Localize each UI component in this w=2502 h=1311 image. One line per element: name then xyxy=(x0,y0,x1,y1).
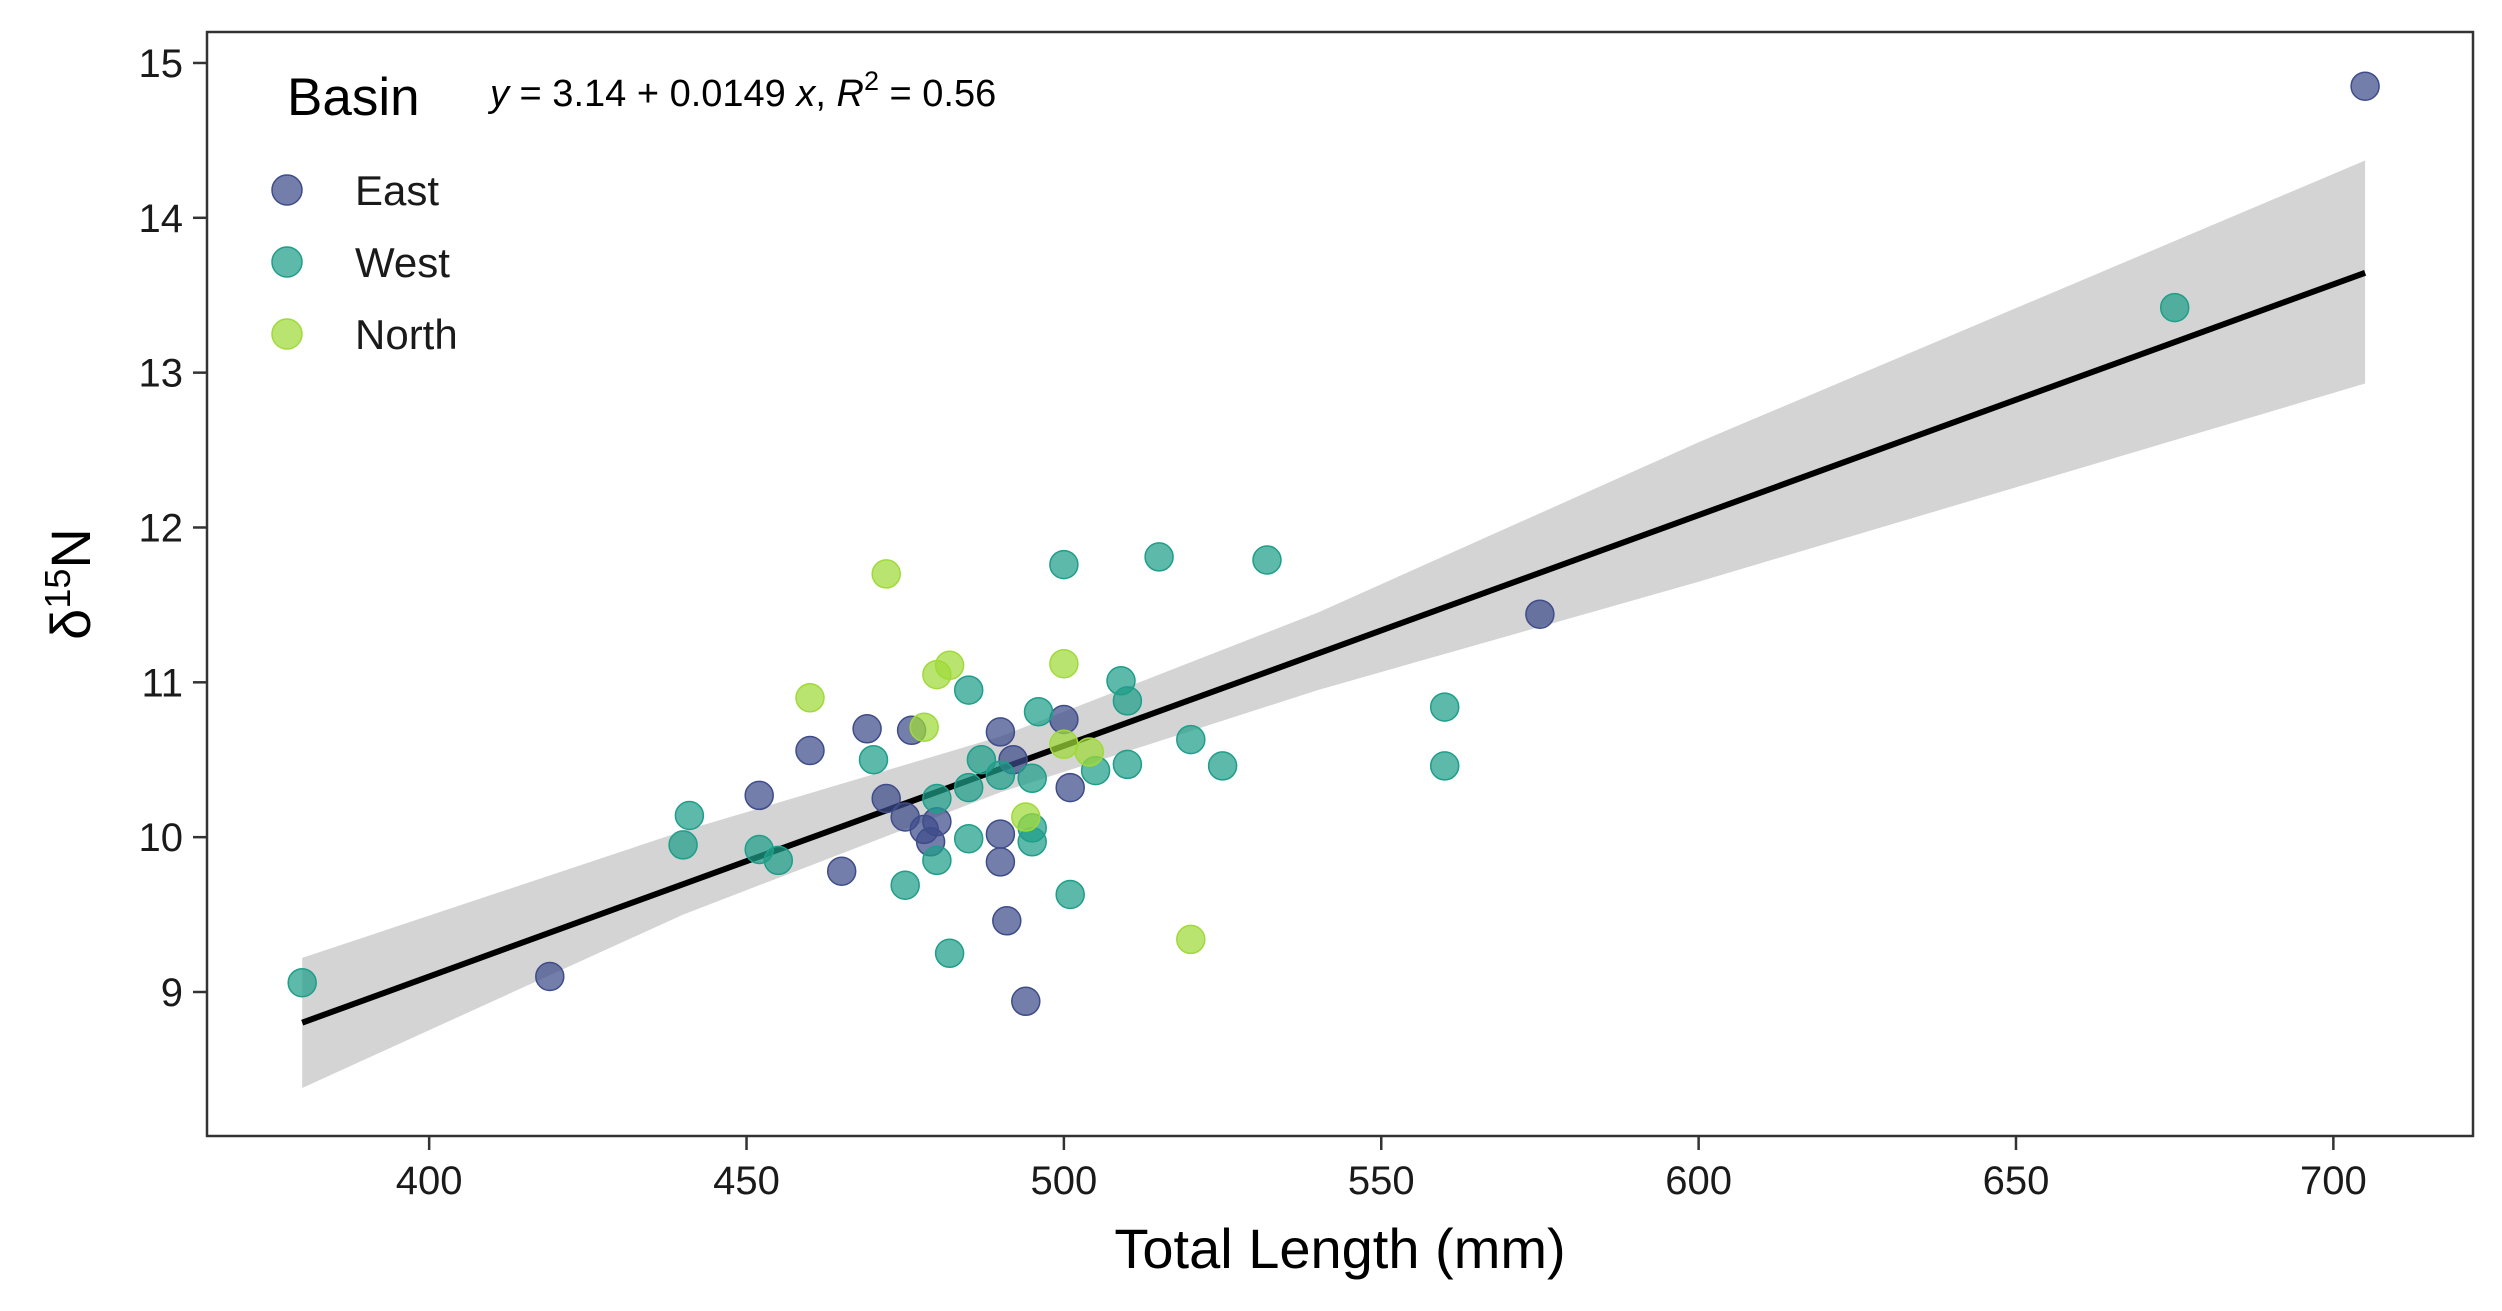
annotation-r-var: R xyxy=(836,73,863,115)
annotation-x-var: x xyxy=(794,73,817,115)
legend: East West North xyxy=(271,167,458,358)
data-point-west xyxy=(858,744,889,775)
data-point-east xyxy=(2350,71,2380,101)
legend-key-west xyxy=(271,246,303,278)
data-point-west xyxy=(2159,292,2190,323)
data-point-west xyxy=(890,870,920,900)
data-point-north xyxy=(795,683,825,713)
y-tick-label: 13 xyxy=(139,352,184,396)
data-point-west xyxy=(922,783,952,814)
data-point-west xyxy=(1252,545,1282,575)
y-tick-label: 14 xyxy=(139,197,184,241)
data-point-west xyxy=(953,675,984,705)
data-points-layer xyxy=(287,71,2380,1017)
data-point-west xyxy=(1112,686,1143,716)
data-point-west xyxy=(1017,763,1047,794)
annotation-y-var: y xyxy=(487,73,511,115)
confidence-band xyxy=(302,160,2366,1088)
data-point-west xyxy=(763,845,794,876)
legend-title: Basin xyxy=(287,68,420,127)
y-axis-title: δ15N xyxy=(37,528,102,640)
data-point-west xyxy=(668,830,698,860)
data-point-west xyxy=(934,938,965,969)
data-point-west xyxy=(985,760,1016,790)
data-point-west xyxy=(1207,751,1238,781)
x-tick-label: 550 xyxy=(1348,1159,1415,1203)
data-point-east xyxy=(985,819,1016,849)
x-tick-label: 700 xyxy=(2300,1159,2367,1203)
x-tick-label: 450 xyxy=(713,1159,780,1203)
data-point-west xyxy=(1023,696,1054,727)
data-point-east xyxy=(985,847,1016,877)
data-point-north xyxy=(1049,648,1079,679)
data-point-north xyxy=(934,650,965,681)
data-point-east xyxy=(1011,986,1041,1017)
confidence-band-layer xyxy=(302,160,2366,1088)
x-axis: 400 450 500 550 600 650 700 xyxy=(396,1136,2367,1203)
annotation-separator: , xyxy=(815,73,836,115)
annotation-equation: = 3.14 + 0.0149 xyxy=(509,73,796,115)
legend-label-east: East xyxy=(355,167,439,214)
data-point-west xyxy=(1017,827,1047,857)
data-point-east xyxy=(1055,772,1085,803)
annotation-r-superscript: 2 xyxy=(864,66,879,96)
y-axis-title-prefix: δ xyxy=(39,609,102,640)
data-point-north xyxy=(1011,802,1041,832)
data-point-east xyxy=(1525,599,1555,629)
data-point-east xyxy=(871,783,901,814)
x-axis-title: Total Length (mm) xyxy=(1114,1217,1565,1280)
data-point-east xyxy=(826,856,857,886)
data-point-north xyxy=(909,712,939,742)
x-tick-label: 500 xyxy=(1031,1159,1098,1203)
y-axis: 9 10 11 12 13 14 15 xyxy=(139,42,207,1015)
data-point-west xyxy=(953,772,984,803)
y-tick-label: 15 xyxy=(139,42,184,86)
data-point-north xyxy=(871,559,901,589)
x-tick-label: 650 xyxy=(1983,1159,2050,1203)
data-point-west xyxy=(1429,751,1460,781)
data-point-west xyxy=(1176,724,1206,755)
legend-label-north: North xyxy=(355,311,458,358)
data-point-north xyxy=(1074,737,1105,767)
data-point-west xyxy=(1112,749,1143,780)
data-point-west xyxy=(1055,879,1085,910)
data-point-west xyxy=(674,800,705,831)
y-tick-label: 11 xyxy=(141,661,183,705)
y-tick-label: 12 xyxy=(139,506,184,550)
data-point-west xyxy=(1144,542,1174,572)
y-tick-label: 9 xyxy=(161,971,183,1015)
data-point-north xyxy=(1049,729,1079,760)
plot-panel-border xyxy=(205,30,2475,1138)
regression-line-layer xyxy=(301,270,2367,1026)
annotation-r-value: = 0.56 xyxy=(879,73,996,115)
legend-label-west: West xyxy=(355,239,450,286)
legend-key-east xyxy=(271,174,303,206)
regression-annotation: y = 3.14 + 0.0149 x, R2 = 0.56 xyxy=(487,66,996,115)
data-point-north xyxy=(1176,924,1206,955)
data-point-east xyxy=(1049,704,1079,735)
data-point-west xyxy=(1049,549,1079,580)
data-point-east xyxy=(992,906,1022,936)
data-point-west xyxy=(1429,692,1460,722)
y-axis-title-suffix: N xyxy=(39,528,102,568)
regression-line xyxy=(301,270,2367,1026)
data-point-east xyxy=(535,961,565,992)
y-axis-title-superscript: 15 xyxy=(37,569,78,609)
data-point-west xyxy=(922,845,952,876)
x-tick-label: 400 xyxy=(396,1159,463,1203)
data-point-west xyxy=(953,823,984,854)
data-point-east xyxy=(985,717,1016,747)
data-point-west xyxy=(287,967,317,998)
data-point-east xyxy=(852,714,882,744)
x-tick-label: 600 xyxy=(1665,1159,1732,1203)
y-tick-label: 10 xyxy=(139,816,184,860)
data-point-east xyxy=(795,735,825,766)
legend-key-north xyxy=(271,318,303,350)
data-point-east xyxy=(744,780,774,811)
